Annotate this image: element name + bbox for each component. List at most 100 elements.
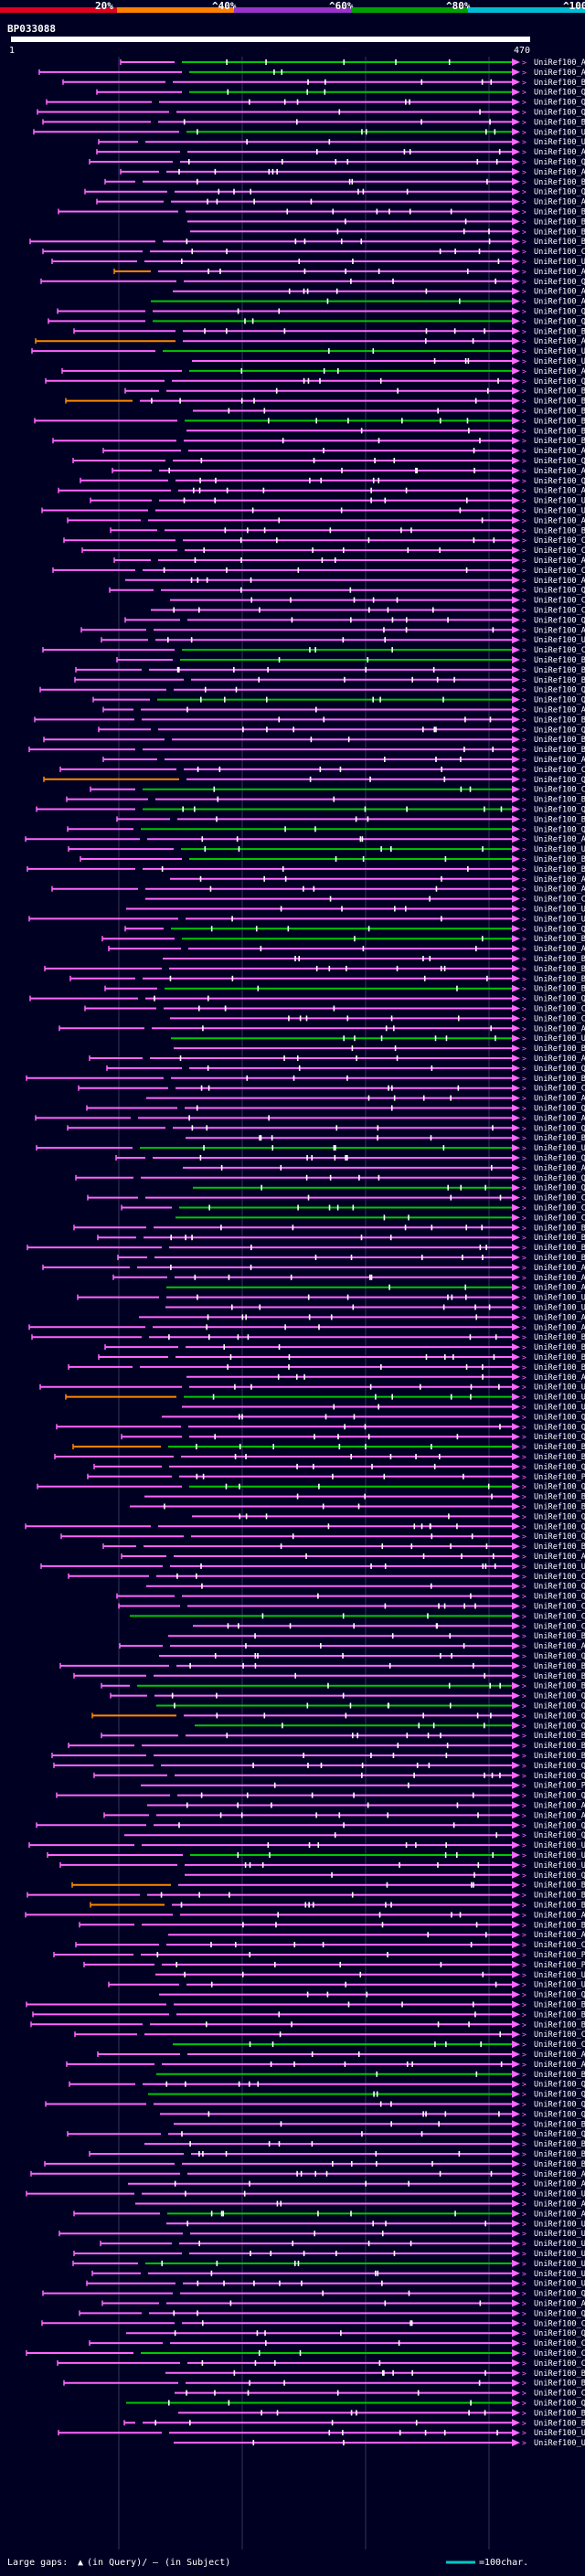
hit-row[interactable]: >UniRef100_Q0VRR6 xyxy=(159,1652,585,1661)
hit-row[interactable]: >UniRef100_Q6G5H2 xyxy=(45,2100,585,2110)
hit-row[interactable]: >UniRef100_C1EFP7 xyxy=(87,1193,585,1203)
hit-row[interactable]: >UniRef100_B7QN34 xyxy=(101,935,585,944)
hit-row[interactable]: >UniRef100_Q7Z203 xyxy=(37,1482,585,1492)
hit-label[interactable]: UniRef100_C1Q294 xyxy=(534,546,585,556)
hit-row[interactable]: >UniRef100_B3BVC5 xyxy=(90,1901,585,1911)
hit-label[interactable]: UniRef100_B5DYM0 xyxy=(534,1921,585,1930)
hit-row[interactable]: >UniRef100_C4JQ63 xyxy=(90,785,585,795)
hit-label[interactable]: UniRef100_Q1ZD37-4 xyxy=(534,1463,585,1472)
hit-label[interactable]: UniRef100_C5NBQ1 xyxy=(534,1085,585,1094)
hit-label[interactable]: UniRef100_A9UR94 xyxy=(534,835,585,844)
hit-label[interactable]: UniRef100_B9I4Y6 xyxy=(534,79,585,88)
hit-label[interactable]: UniRef100_C6HGV1 xyxy=(534,1005,585,1014)
hit-row[interactable]: >UniRef100_C8ZJ91 xyxy=(74,2030,585,2040)
hit-row[interactable]: >UniRef100_UPI000... xyxy=(28,1841,585,1850)
hit-label[interactable]: UniRef100_Q7Z233 xyxy=(534,2130,585,2139)
hit-row[interactable]: >UniRef100_P51092 xyxy=(83,1960,585,1970)
hit-row[interactable]: >UniRef100_B6L0I7 xyxy=(34,417,585,426)
hit-row[interactable]: >UniRef100_B4P713 xyxy=(26,1074,585,1084)
hit-row[interactable]: >UniRef100_Q1BUD4 xyxy=(162,1413,585,1422)
hit-row[interactable]: >UniRef100_B6SP06 xyxy=(116,815,585,824)
hit-row[interactable]: >UniRef100_B7QFW0 xyxy=(58,207,585,217)
hit-label[interactable]: UniRef100_Q05966 xyxy=(534,2081,585,2090)
hit-row[interactable]: >UniRef100_Q5BVW0 xyxy=(42,2289,585,2299)
hit-label[interactable]: UniRef100_Q9FIO2 xyxy=(534,1423,585,1432)
hit-label[interactable]: UniRef100_B3LYG2 xyxy=(534,2020,585,2030)
hit-label[interactable]: UniRef100_B7QN34 xyxy=(534,935,585,944)
hit-label[interactable]: UniRef100_Q9SJC9 xyxy=(534,1772,585,1781)
hit-row[interactable]: >UniRef100_UPI000... xyxy=(39,1383,585,1393)
hit-label[interactable]: UniRef100_B9NU29 xyxy=(534,1632,585,1641)
hit-label[interactable]: UniRef100_UPI000... xyxy=(534,258,585,267)
hit-label[interactable]: UniRef100_Q0GUP6 xyxy=(534,2110,585,2119)
hit-row[interactable]: >UniRef100_B4PPG0 xyxy=(74,675,585,685)
hit-row[interactable]: >UniRef100_C5SP10 xyxy=(59,765,585,775)
hit-row[interactable]: >UniRef100_A1E5M3 xyxy=(120,58,585,68)
hit-row[interactable]: >UniRef100_Q69SW7-4 xyxy=(148,2090,585,2100)
hit-row[interactable]: >UniRef100_A6GBL5 xyxy=(89,1055,585,1064)
hit-label[interactable]: UniRef100_A6NC76 xyxy=(534,756,585,765)
hit-row[interactable]: >UniRef100_Q9FJ1 xyxy=(39,685,585,695)
hit-label[interactable]: UniRef100_Q0CQD0 xyxy=(534,1722,585,1731)
hit-label[interactable]: UniRef100_B9GIA3 xyxy=(534,427,585,436)
hit-row[interactable]: >UniRef100_A1DL75 xyxy=(135,2200,585,2210)
hit-label[interactable]: UniRef100_UPI000... xyxy=(534,497,585,506)
hit-label[interactable]: UniRef100_B3N5C6 xyxy=(534,2369,585,2379)
hit-label[interactable]: UniRef100_A6RD26 xyxy=(534,1323,585,1332)
hit-label[interactable]: UniRef100_UPI000... xyxy=(534,1841,585,1850)
hit-row[interactable]: >UniRef100_UPI000... xyxy=(182,1403,585,1413)
hit-row[interactable]: >UniRef100_C5YAH1 xyxy=(89,2339,585,2348)
hit-row[interactable]: >UniRef100_Q4WCV2 xyxy=(98,726,585,735)
hit-label[interactable]: UniRef100_B9XHC1 xyxy=(534,1882,585,1891)
hit-row[interactable]: >UniRef100_C5KZA0 xyxy=(118,1602,585,1612)
hit-label[interactable]: UniRef100_Q39337 xyxy=(534,1124,585,1133)
hit-row[interactable]: >UniRef100_B3LBB3 xyxy=(117,1254,585,1263)
hit-row[interactable]: >UniRef100_C5K7B2 xyxy=(68,1572,585,1582)
hit-label[interactable]: UniRef100_B8NHW4 xyxy=(534,1742,585,1751)
hit-label[interactable]: UniRef100_Q4X379 xyxy=(534,109,585,118)
hit-row[interactable]: >UniRef100_UPI000... xyxy=(166,2220,585,2229)
hit-label[interactable]: UniRef100_B7QPK1 xyxy=(534,1244,585,1253)
hit-row[interactable]: >UniRef100_A7VD5U xyxy=(108,945,585,954)
hit-label[interactable]: UniRef100_B7Q2T6 xyxy=(534,2409,585,2418)
hit-row[interactable]: >UniRef100_B7Q4P8 xyxy=(130,1502,585,1512)
hit-row[interactable]: >UniRef100_C1EA37 xyxy=(121,1203,585,1214)
hit-label[interactable]: UniRef100_B9IXE1 xyxy=(534,716,585,725)
hit-label[interactable]: UniRef100_Q2XC16 xyxy=(534,1593,585,1602)
hit-row[interactable]: >UniRef100_Q9SW11 xyxy=(110,1691,585,1701)
hit-label[interactable]: UniRef100_UPI000... xyxy=(534,357,585,366)
hit-label[interactable]: UniRef100_P78621 xyxy=(534,1951,585,1960)
hit-row[interactable]: >UniRef100_B9R2B2 xyxy=(163,955,585,964)
hit-row[interactable]: >UniRef100_B7PCR0 xyxy=(193,407,585,417)
hit-row[interactable]: >UniRef100_B7PX12 xyxy=(190,228,585,237)
hit-row[interactable]: >UniRef100_UPI000... xyxy=(65,1393,585,1403)
hit-row[interactable]: >UniRef100_B7Q4Y7 xyxy=(144,2140,585,2149)
hit-label[interactable]: UniRef100_UPI000... xyxy=(534,1971,585,1980)
hit-label[interactable]: UniRef100_Q44227 xyxy=(534,477,585,486)
hit-label[interactable]: UniRef100_A6ZHN0 xyxy=(534,1024,585,1034)
hit-row[interactable]: >UniRef100_A6RD26 xyxy=(28,1323,585,1332)
hit-row[interactable]: >UniRef100_C5XPG9 xyxy=(52,566,585,576)
hit-label[interactable]: UniRef100_B7Q3T8 xyxy=(534,1453,585,1462)
hit-label[interactable]: UniRef100_B4E2B6 xyxy=(534,238,585,247)
hit-label[interactable]: UniRef100_A6LIX9 xyxy=(534,2180,585,2189)
hit-row[interactable]: >UniRef100_B9BTV3 xyxy=(26,2000,585,2010)
hit-label[interactable]: UniRef100_B7QM32 xyxy=(534,1443,585,1452)
hit-label[interactable]: UniRef100_A1KVS1 xyxy=(534,2210,585,2219)
hit-row[interactable]: >UniRef100_A6ZHN0 xyxy=(58,1024,585,1034)
hit-row[interactable]: >UniRef100_B7PFE7 xyxy=(97,1234,585,1243)
hit-label[interactable]: UniRef100_B7QHY7 xyxy=(534,2120,585,2129)
hit-label[interactable]: UniRef100_B7Q6L7 xyxy=(534,387,585,397)
hit-label[interactable]: UniRef100_C6H6D3 xyxy=(534,2390,585,2399)
hit-label[interactable]: UniRef100_B3N551 xyxy=(534,2380,585,2389)
hit-label[interactable]: UniRef100_C5LUK0 xyxy=(534,2041,585,2050)
hit-label[interactable]: UniRef100_B4PPG0 xyxy=(534,676,585,685)
hit-label[interactable]: UniRef100_B2W6F1 xyxy=(534,2419,585,2428)
hit-row[interactable]: >UniRef100_B9RPC0 xyxy=(110,526,585,535)
hit-row[interactable]: >UniRef100_UPI000... xyxy=(73,2250,585,2259)
hit-row[interactable]: >UniRef100_Q3TTY5 xyxy=(193,1183,585,1193)
hit-label[interactable]: UniRef100_B8B140 xyxy=(534,746,585,755)
hit-row[interactable]: >UniRef100_A1WG23 xyxy=(35,1114,585,1123)
hit-row[interactable]: >UniRef100_B7PAV2 xyxy=(65,397,585,407)
hit-label[interactable]: UniRef100_Q4KGB0 xyxy=(534,1154,585,1163)
